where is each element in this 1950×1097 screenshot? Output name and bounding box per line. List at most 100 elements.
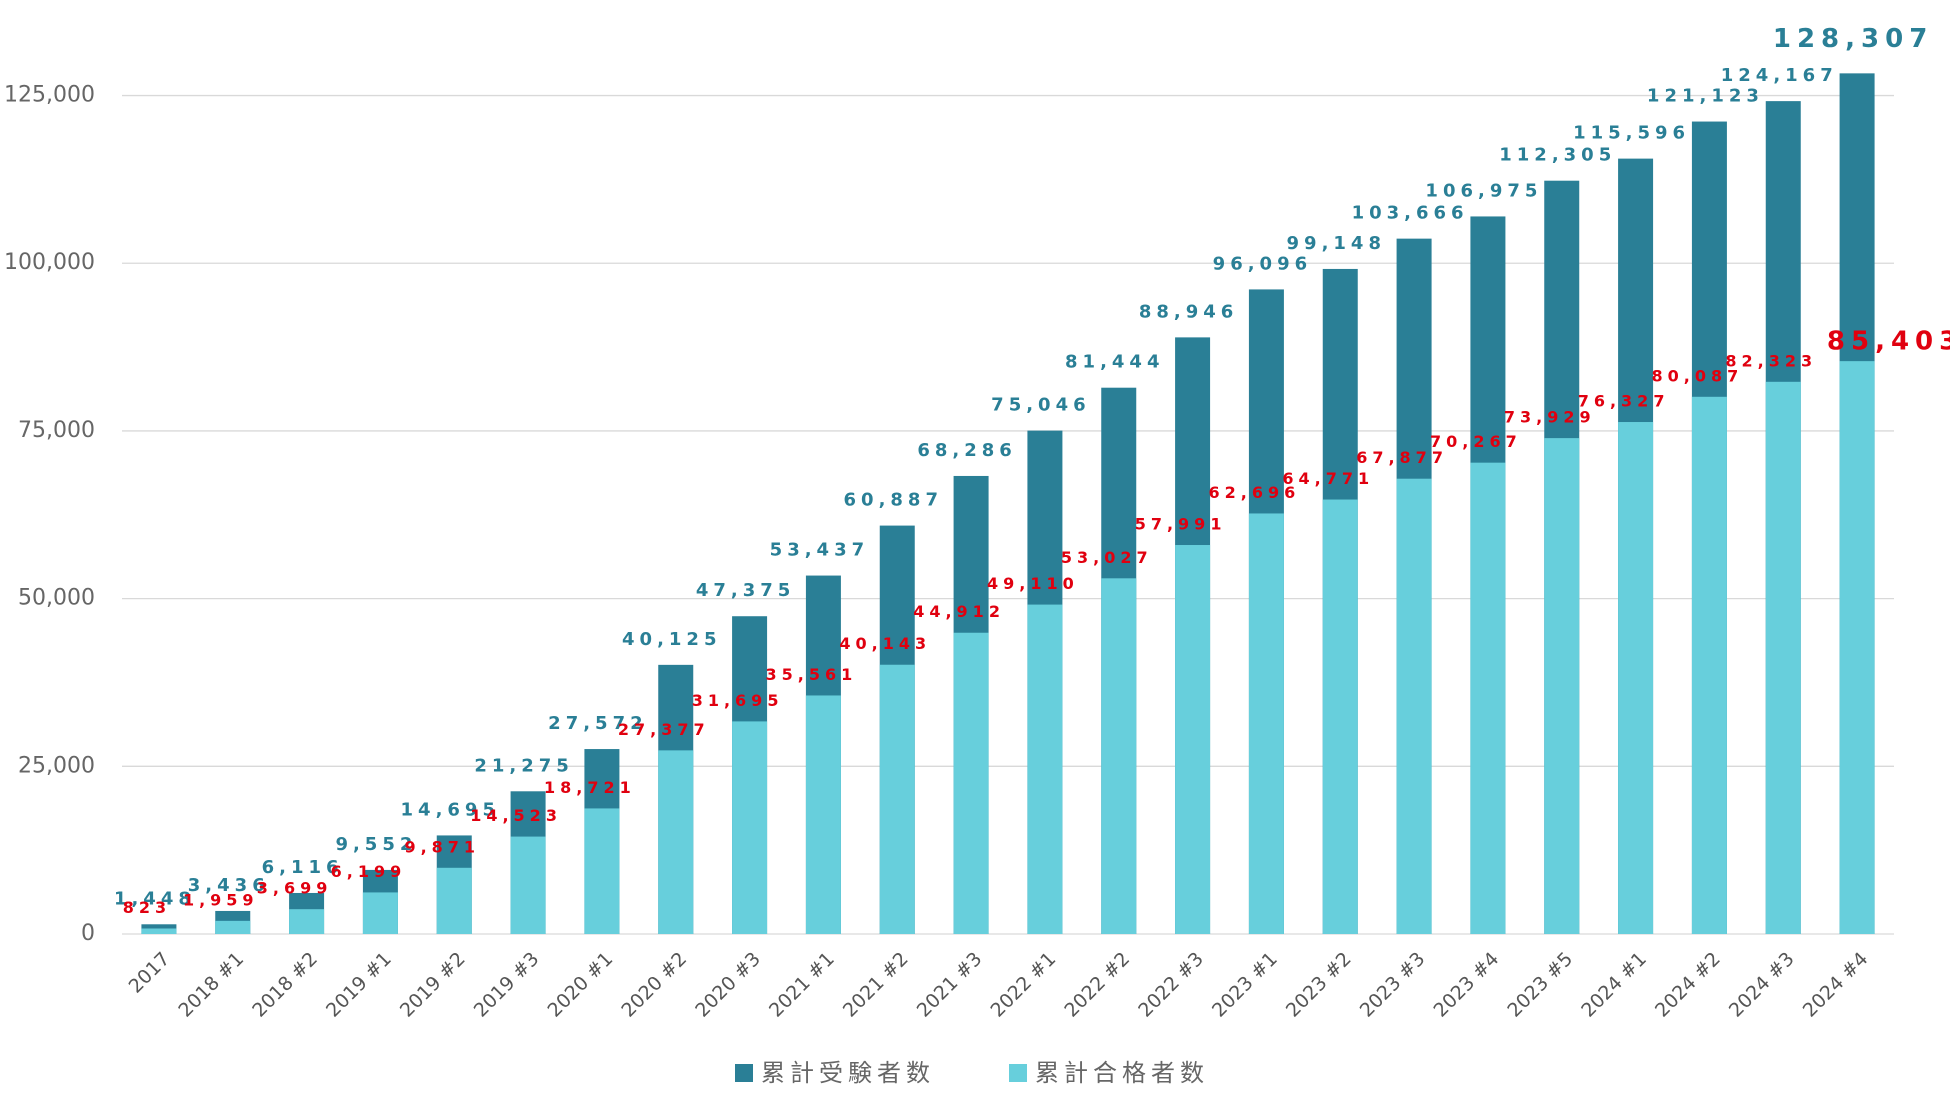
value-label: 115,596 — [1573, 123, 1690, 144]
value-label: 124,167 — [1721, 65, 1838, 86]
value-label: 67,877 — [1356, 448, 1448, 467]
value-label: 85,403 — [1827, 327, 1950, 357]
value-label: 3,436 — [188, 875, 270, 896]
x-tick-label: 2023 #2 — [1282, 948, 1356, 1022]
x-tick-label: 2024 #1 — [1577, 948, 1651, 1022]
value-label: 73,929 — [1504, 408, 1596, 427]
bar — [879, 664, 915, 934]
bar — [1765, 381, 1801, 935]
bar — [1248, 513, 1284, 934]
value-label: 44,912 — [913, 602, 1005, 621]
bar — [584, 808, 620, 934]
y-tick-label: 0 — [81, 921, 95, 946]
value-label: 64,771 — [1282, 469, 1374, 488]
bar — [1470, 462, 1506, 934]
value-label: 18,721 — [544, 778, 636, 797]
bar — [658, 750, 694, 934]
value-label: 82,323 — [1725, 351, 1817, 370]
x-tick-label: 2020 #3 — [691, 948, 765, 1022]
value-label: 27,572 — [548, 713, 647, 734]
value-label: 31,695 — [692, 691, 784, 710]
legend-swatch — [735, 1064, 753, 1082]
value-label: 53,437 — [770, 540, 869, 561]
bar — [732, 721, 768, 934]
bar — [1396, 478, 1432, 934]
x-tick-label: 2018 #2 — [248, 948, 322, 1022]
x-tick-label: 2023 #4 — [1430, 948, 1504, 1022]
x-tick-label: 2022 #1 — [987, 948, 1061, 1022]
legend-swatch — [1009, 1064, 1027, 1082]
x-tick-label: 2020 #2 — [617, 948, 691, 1022]
value-label: 112,305 — [1499, 145, 1616, 166]
value-label: 70,267 — [1430, 432, 1522, 451]
x-tick-label: 2024 #4 — [1799, 948, 1873, 1022]
value-label: 6,116 — [262, 857, 344, 878]
y-tick-label: 100,000 — [4, 250, 95, 275]
legend-label: 累計合格者数 — [1035, 1059, 1209, 1087]
bar — [289, 909, 325, 934]
value-label: 80,087 — [1652, 366, 1744, 385]
bar — [805, 695, 841, 934]
x-tick-label: 2022 #2 — [1060, 948, 1134, 1022]
bar — [1839, 361, 1875, 934]
y-tick-label: 125,000 — [4, 83, 95, 108]
value-label: 88,946 — [1139, 301, 1238, 322]
y-tick-label: 50,000 — [18, 586, 95, 611]
value-label: 62,696 — [1209, 483, 1301, 502]
bar — [953, 632, 989, 934]
value-label: 75,046 — [991, 395, 1090, 416]
value-label: 103,666 — [1352, 203, 1469, 224]
legend-label: 累計受験者数 — [761, 1059, 935, 1087]
value-label: 81,444 — [1065, 352, 1164, 373]
x-tick-label: 2021 #1 — [765, 948, 839, 1022]
value-label: 60,887 — [844, 490, 943, 511]
value-label: 57,991 — [1135, 515, 1227, 534]
value-label: 6,199 — [331, 862, 407, 881]
x-tick-label: 2019 #2 — [396, 948, 470, 1022]
value-label: 106,975 — [1425, 180, 1542, 201]
value-label: 35,561 — [766, 665, 858, 684]
value-label: 128,307 — [1773, 24, 1933, 54]
x-tick-label: 2017 — [125, 948, 175, 998]
bar — [1618, 422, 1654, 934]
bar — [1322, 499, 1358, 934]
x-tick-label: 2023 #5 — [1503, 948, 1577, 1022]
value-label: 40,125 — [622, 629, 721, 650]
bar — [362, 892, 398, 934]
bar — [141, 928, 177, 934]
x-tick-label: 2022 #3 — [1134, 948, 1208, 1022]
value-label: 76,327 — [1578, 392, 1670, 411]
value-label: 14,523 — [470, 806, 562, 825]
value-label: 40,143 — [839, 634, 931, 653]
x-tick-label: 2021 #2 — [839, 948, 913, 1022]
value-label: 68,286 — [917, 440, 1016, 461]
value-label: 99,148 — [1287, 233, 1386, 254]
value-label: 121,123 — [1647, 86, 1764, 107]
bar — [1691, 396, 1727, 935]
value-label: 53,027 — [1061, 548, 1153, 567]
bar — [1544, 438, 1580, 934]
value-label: 9,871 — [404, 837, 480, 856]
x-tick-label: 2021 #3 — [913, 948, 987, 1022]
bar — [1027, 604, 1063, 934]
bar — [1101, 578, 1137, 934]
x-tick-label: 2019 #3 — [470, 948, 544, 1022]
value-label: 27,377 — [618, 720, 710, 739]
value-label: 49,110 — [987, 574, 1079, 593]
x-tick-label: 2023 #3 — [1356, 948, 1430, 1022]
x-tick-label: 2018 #1 — [174, 948, 248, 1022]
value-label: 96,096 — [1213, 253, 1312, 274]
value-label: 1,959 — [183, 890, 259, 909]
bar — [436, 867, 472, 934]
value-label: 9,552 — [335, 834, 417, 855]
value-label: 47,375 — [696, 580, 795, 601]
x-tick-label: 2024 #2 — [1651, 948, 1725, 1022]
x-tick-label: 2023 #1 — [1208, 948, 1282, 1022]
value-label: 1,448 — [114, 888, 196, 909]
value-label: 823 — [123, 898, 171, 917]
bar — [215, 920, 251, 934]
value-label: 14,695 — [401, 799, 500, 820]
bar — [510, 836, 546, 934]
